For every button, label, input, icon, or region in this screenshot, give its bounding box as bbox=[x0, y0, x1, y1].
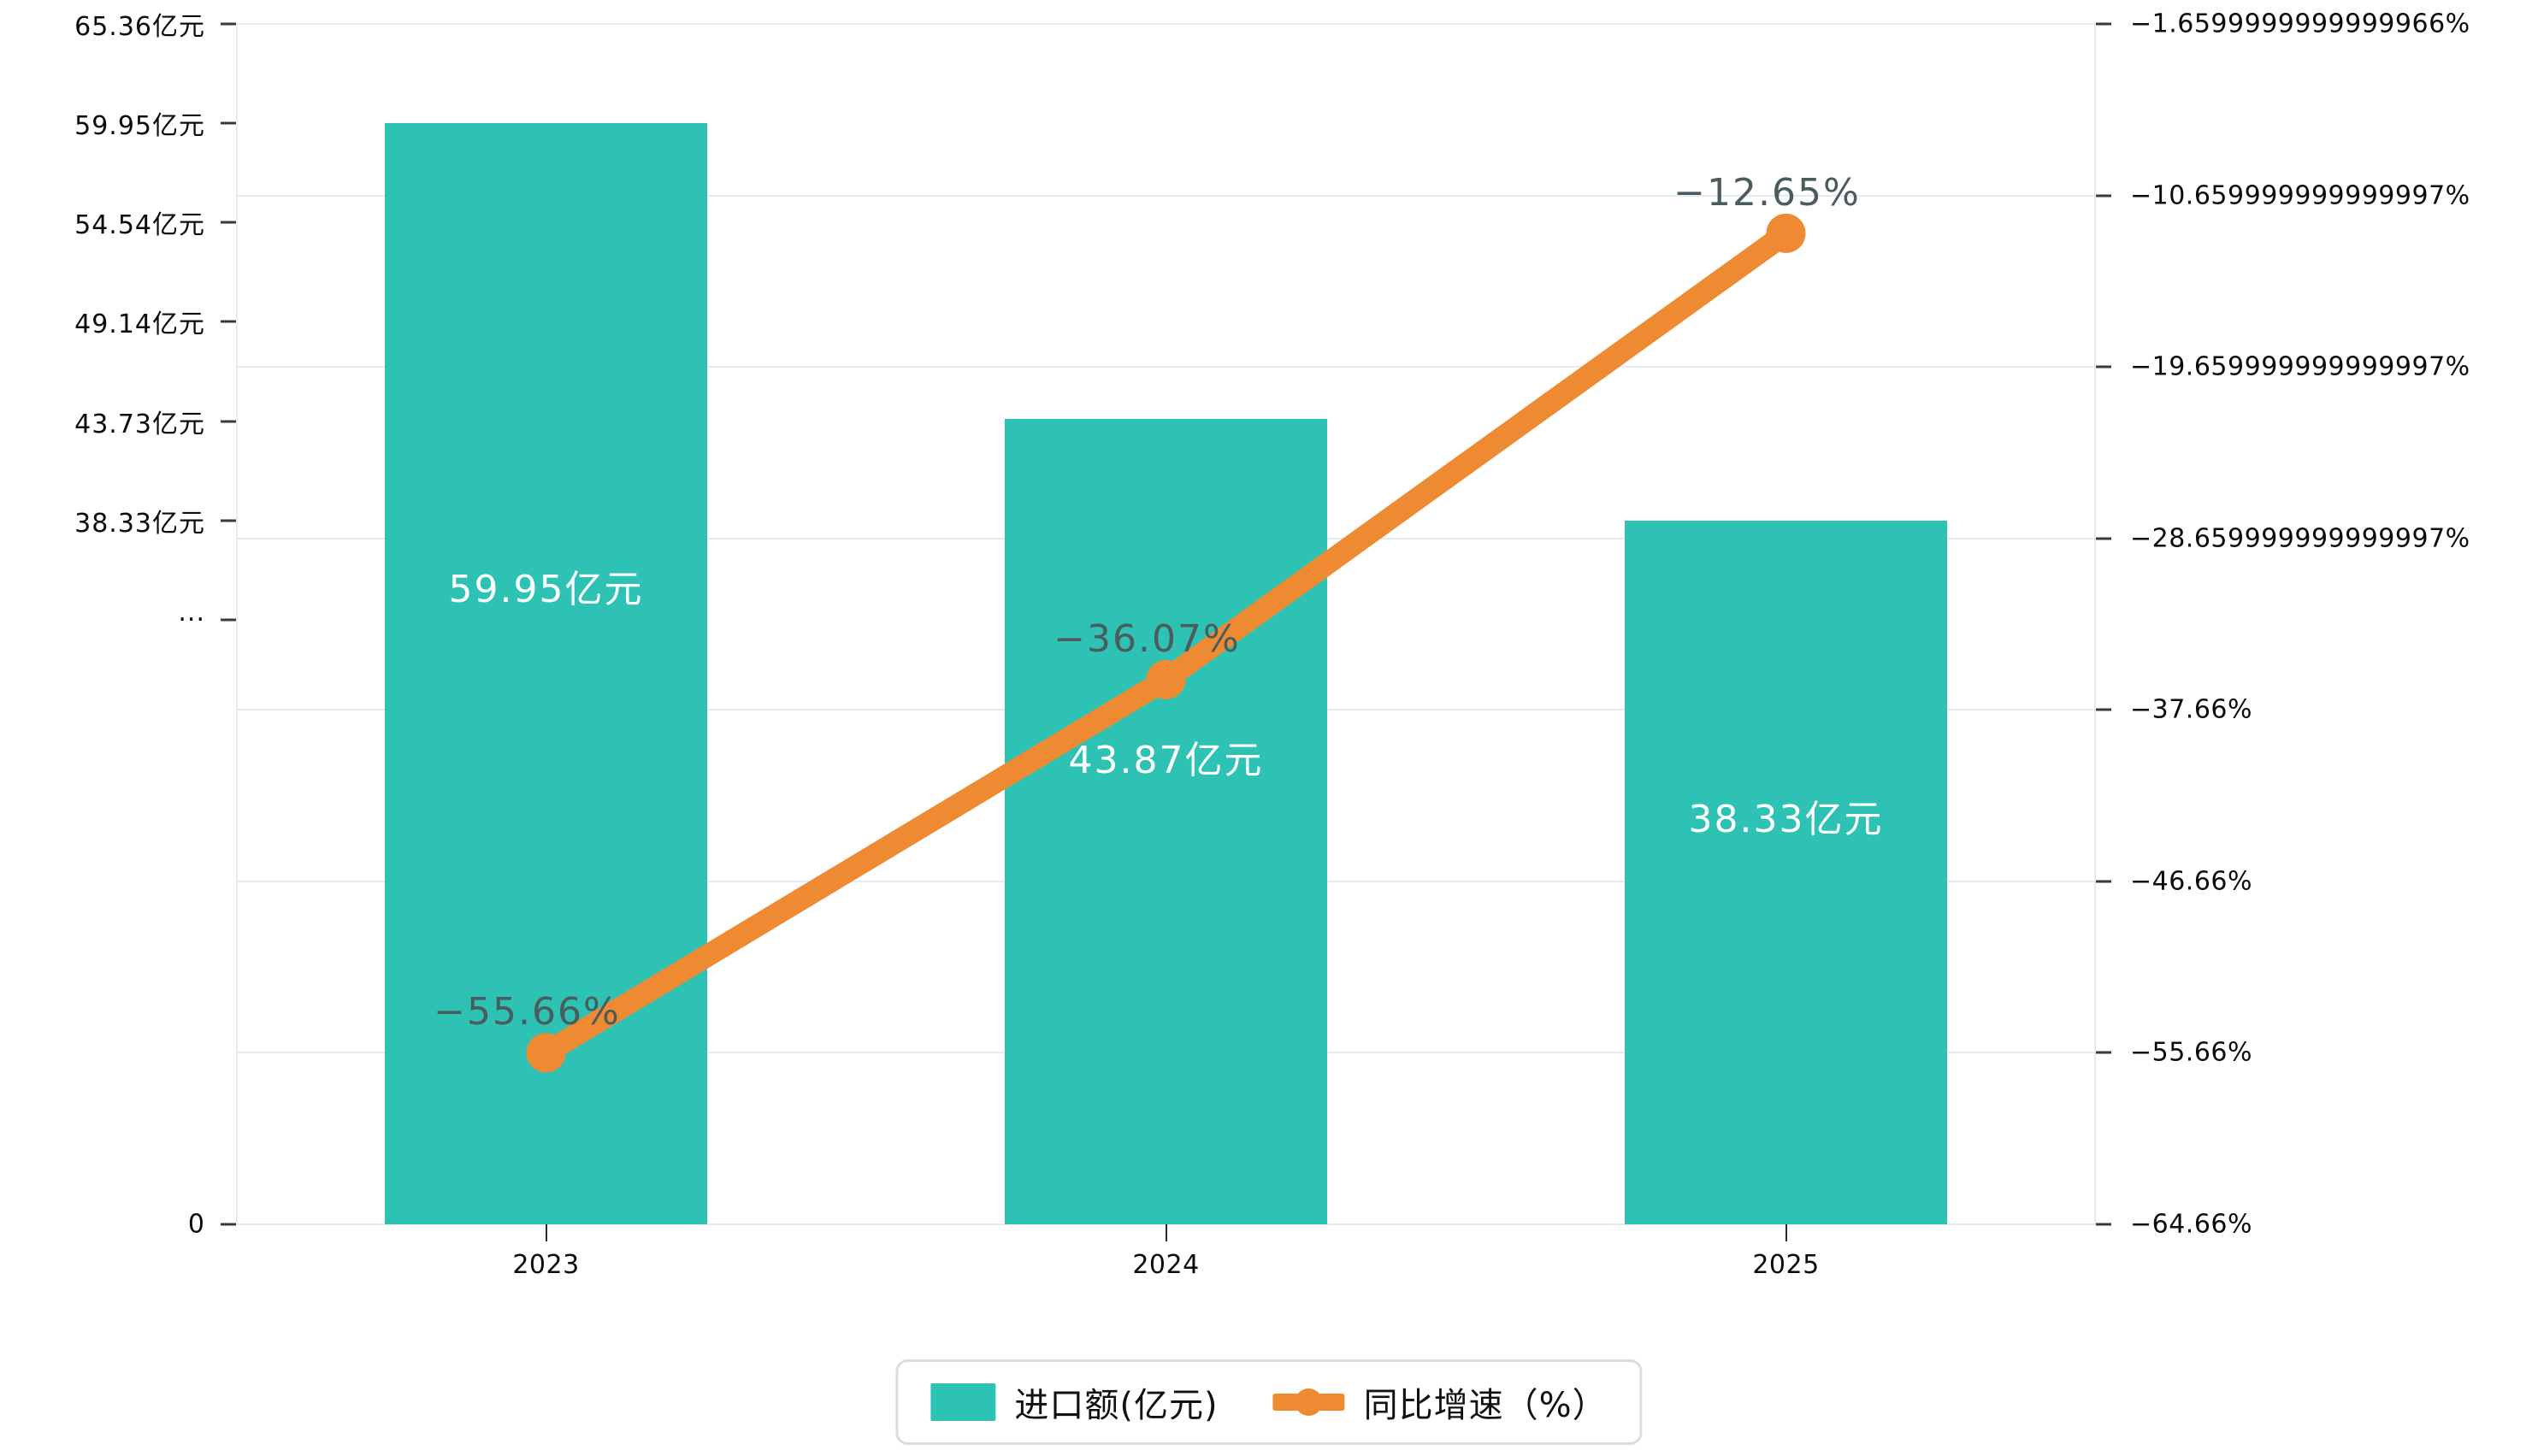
left-axis-tick-label: 54.54亿元 bbox=[74, 210, 205, 241]
x-axis-tick-label: 2024 bbox=[1132, 1250, 1200, 1280]
right-axis-tick-label: −1.6599999999999966% bbox=[2130, 9, 2470, 39]
legend-item-bar[interactable]: 进口额(亿元) bbox=[930, 1377, 1218, 1427]
gridline bbox=[236, 366, 2096, 368]
left-axis-tick-label: 0 bbox=[187, 1209, 205, 1240]
left-axis-tick-mark bbox=[221, 22, 236, 26]
gridline bbox=[236, 23, 2096, 25]
left-axis-tick-mark bbox=[221, 1223, 236, 1226]
legend-label-line: 同比增速（%） bbox=[1363, 1386, 1608, 1425]
right-axis-tick-label: −37.66% bbox=[2130, 694, 2253, 725]
left-axis-tick-label: 43.73亿元 bbox=[74, 409, 205, 439]
x-axis: 2023 2024 2025 bbox=[236, 1224, 2096, 1301]
right-axis-tick-label: −28.659999999999997% bbox=[2130, 523, 2470, 554]
bar-swatch-icon bbox=[930, 1383, 996, 1421]
right-axis-tick-label: −55.66% bbox=[2130, 1037, 2253, 1068]
right-axis-tick-mark bbox=[2096, 22, 2111, 26]
trend-line bbox=[534, 221, 1797, 1064]
line-point-2024[interactable] bbox=[1146, 659, 1186, 699]
right-axis-tick-mark bbox=[2096, 708, 2111, 711]
left-y-axis: 65.36亿元 59.95亿元 54.54亿元 49.14亿元 43.73亿元 38.33… bbox=[0, 12, 236, 1240]
left-axis-tick-mark bbox=[221, 320, 236, 323]
right-axis-tick-label: −46.66% bbox=[2130, 866, 2253, 897]
chart-legend: 进口额(亿元) 同比增速（%） bbox=[895, 1359, 1643, 1445]
left-axis-tick-mark bbox=[221, 519, 236, 522]
x-axis-tick-mark bbox=[1165, 1224, 1167, 1241]
bar-2024[interactable] bbox=[1005, 418, 1327, 1224]
x-axis-tick-label: 2023 bbox=[512, 1250, 580, 1280]
line-swatch-dot bbox=[1295, 1388, 1323, 1416]
right-axis-tick-mark bbox=[2096, 880, 2111, 883]
right-axis-tick-label: −64.66% bbox=[2130, 1209, 2253, 1240]
legend-label-bar: 进口额(亿元) bbox=[1014, 1386, 1219, 1425]
left-axis-tick-label: 38.33亿元 bbox=[74, 508, 205, 539]
right-axis-tick-mark bbox=[2096, 1223, 2111, 1226]
line-swatch-icon bbox=[1272, 1383, 1345, 1421]
line-point-2023[interactable] bbox=[526, 1033, 566, 1073]
plot-area: 59.95亿元 43.87亿元 38.33亿元 −55.66% −36.07% −12.… bbox=[236, 23, 2096, 1225]
bar-2025[interactable] bbox=[1625, 520, 1947, 1224]
left-axis-tick-label: ··· bbox=[178, 604, 205, 635]
left-axis-tick-mark bbox=[221, 420, 236, 423]
line-point-2025[interactable] bbox=[1766, 213, 1806, 253]
right-y-axis: −1.6599999999999966% −10.659999999999997%… bbox=[2096, 9, 2538, 1240]
right-axis-tick-label: −10.659999999999997% bbox=[2130, 180, 2470, 211]
right-axis-spine bbox=[2094, 24, 2096, 1224]
x-axis-tick-label: 2025 bbox=[1752, 1250, 1820, 1280]
x-axis-tick-mark bbox=[1785, 1224, 1787, 1241]
left-axis-tick-mark bbox=[221, 221, 236, 224]
left-axis-spine bbox=[236, 24, 238, 1224]
left-axis-tick-mark bbox=[221, 618, 236, 622]
legend-item-line[interactable]: 同比增速（%） bbox=[1272, 1377, 1608, 1427]
left-axis-tick-mark bbox=[221, 121, 236, 125]
left-axis-tick-label: 65.36亿元 bbox=[74, 12, 205, 42]
right-axis-tick-label: −19.659999999999997% bbox=[2130, 351, 2470, 382]
right-axis-tick-mark bbox=[2096, 1051, 2111, 1054]
gridline bbox=[236, 194, 2096, 197]
x-axis-tick-mark bbox=[545, 1224, 547, 1241]
right-axis-tick-mark bbox=[2096, 365, 2111, 368]
left-axis-tick-label: 49.14亿元 bbox=[74, 309, 205, 340]
right-axis-tick-mark bbox=[2096, 537, 2111, 540]
left-axis-tick-label: 59.95亿元 bbox=[74, 111, 205, 142]
right-axis-tick-mark bbox=[2096, 194, 2111, 197]
line-series bbox=[526, 213, 1806, 1073]
